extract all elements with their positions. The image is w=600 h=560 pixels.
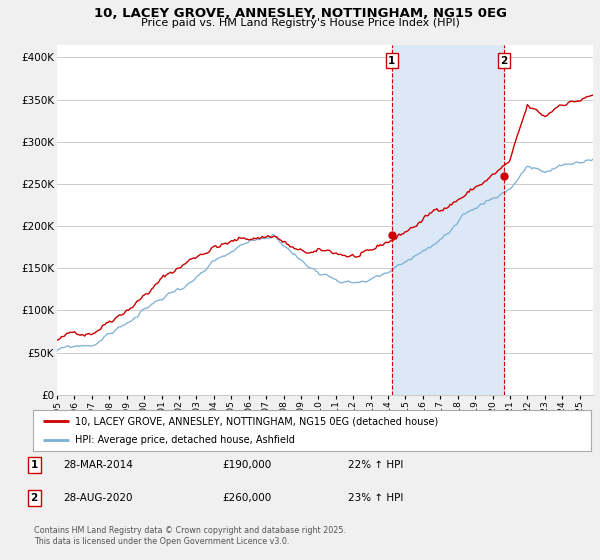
Text: £190,000: £190,000	[222, 460, 271, 470]
Text: 2: 2	[500, 55, 508, 66]
Text: 2: 2	[31, 493, 38, 503]
Text: 10, LACEY GROVE, ANNESLEY, NOTTINGHAM, NG15 0EG: 10, LACEY GROVE, ANNESLEY, NOTTINGHAM, N…	[94, 7, 506, 20]
Text: Price paid vs. HM Land Registry's House Price Index (HPI): Price paid vs. HM Land Registry's House …	[140, 18, 460, 28]
Text: 23% ↑ HPI: 23% ↑ HPI	[348, 493, 403, 503]
Text: 28-AUG-2020: 28-AUG-2020	[63, 493, 133, 503]
Bar	[392, 45, 504, 395]
Text: 22% ↑ HPI: 22% ↑ HPI	[348, 460, 403, 470]
Text: 1: 1	[31, 460, 38, 470]
Text: 10, LACEY GROVE, ANNESLEY, NOTTINGHAM, NG15 0EG (detached house): 10, LACEY GROVE, ANNESLEY, NOTTINGHAM, N…	[75, 417, 438, 426]
Text: HPI: Average price, detached house, Ashfield: HPI: Average price, detached house, Ashf…	[75, 435, 295, 445]
Text: 1: 1	[388, 55, 395, 66]
Text: 28-MAR-2014: 28-MAR-2014	[63, 460, 133, 470]
Text: £260,000: £260,000	[222, 493, 271, 503]
Text: Contains HM Land Registry data © Crown copyright and database right 2025.
This d: Contains HM Land Registry data © Crown c…	[34, 526, 346, 546]
